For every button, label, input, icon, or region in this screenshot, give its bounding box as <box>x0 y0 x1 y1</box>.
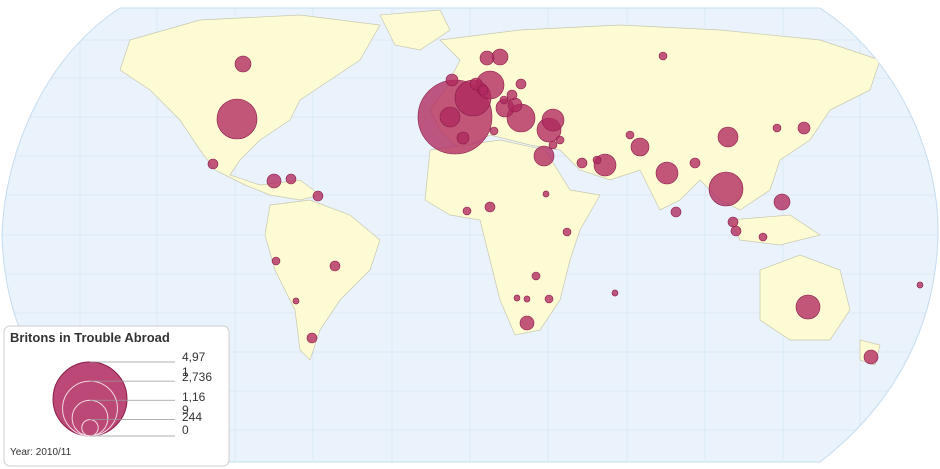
bubble <box>727 216 739 228</box>
bubble <box>670 206 682 218</box>
bubble <box>329 260 341 272</box>
bubble <box>479 50 495 66</box>
bubble <box>541 108 565 132</box>
bubble <box>285 173 297 185</box>
bubble <box>592 155 602 165</box>
bubble <box>515 78 527 90</box>
bubble <box>445 73 459 87</box>
bubble <box>523 295 531 303</box>
legend-label: 2,736 <box>182 370 212 384</box>
bubble <box>456 131 470 145</box>
bubble <box>499 95 509 105</box>
bubble <box>625 130 635 140</box>
bubble <box>533 145 555 167</box>
bubble <box>772 123 782 133</box>
bubble <box>531 271 541 281</box>
bubble <box>658 51 668 61</box>
bubble <box>266 173 282 189</box>
bubble <box>689 157 701 169</box>
bubble <box>312 190 324 202</box>
bubble <box>513 294 521 302</box>
year: Year: 2010/11 <box>10 447 72 458</box>
bubble <box>548 140 558 150</box>
bubble <box>758 232 768 242</box>
bubble <box>484 201 496 213</box>
bubble <box>216 98 258 140</box>
bubble <box>234 55 252 73</box>
bubble <box>292 297 300 305</box>
bubble <box>519 315 535 331</box>
bubble <box>506 89 518 101</box>
bubble <box>576 157 588 169</box>
bubble <box>439 106 461 128</box>
bubble <box>655 161 679 185</box>
bubble <box>863 349 879 365</box>
legend-title: Britons in Trouble Abroad <box>10 330 170 345</box>
bubble <box>544 294 554 304</box>
bubble <box>462 206 472 216</box>
bubble <box>207 158 219 170</box>
bubble <box>717 126 739 148</box>
bubble <box>542 190 550 198</box>
bubble <box>306 332 318 344</box>
bubble <box>271 256 281 266</box>
legend-fragment: 1 <box>182 365 189 379</box>
legend-label: 4,97 <box>182 350 206 364</box>
legend-label: 244 <box>182 410 202 424</box>
bubble <box>491 48 509 66</box>
bubble <box>773 193 791 211</box>
bubbles <box>207 48 924 365</box>
bubble <box>489 126 499 136</box>
bubble <box>562 227 572 237</box>
legend-label: 0 <box>182 423 189 437</box>
bubble <box>708 171 744 207</box>
bubble <box>611 289 619 297</box>
bubble <box>630 137 650 157</box>
legend: Britons in Trouble Abroad Year: 2010/11 … <box>3 325 230 467</box>
bubble <box>477 84 489 96</box>
legend-fragment: 9 <box>182 403 189 417</box>
bubble <box>795 294 821 320</box>
bubble <box>730 225 742 237</box>
bubble <box>916 281 924 289</box>
legend-label: 1,16 <box>182 390 206 404</box>
bubble <box>507 97 523 113</box>
bubble <box>797 121 811 135</box>
bubble <box>555 135 565 145</box>
